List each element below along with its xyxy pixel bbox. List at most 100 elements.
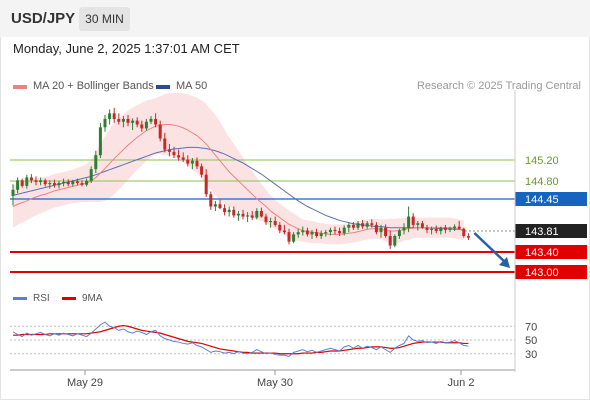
- candle-body: [71, 181, 75, 185]
- copyright-text: Research © 2025 Trading Central: [416, 80, 581, 92]
- candle-body: [342, 227, 346, 234]
- candle: [269, 217, 273, 228]
- candle-body: [57, 183, 61, 186]
- candle-body: [89, 169, 93, 181]
- candle: [439, 226, 443, 235]
- candle: [453, 224, 457, 232]
- candle: [310, 229, 314, 239]
- candle-body: [85, 180, 89, 185]
- candle-body: [365, 223, 369, 227]
- candle: [48, 180, 52, 189]
- rsi-legend-label: RSI: [33, 293, 50, 304]
- candle-body: [384, 227, 388, 237]
- candle-body: [186, 159, 190, 164]
- level-label-bg-143.40: [515, 245, 587, 259]
- candle-body: [25, 177, 29, 186]
- candle: [218, 199, 222, 210]
- candle-body: [310, 232, 314, 235]
- candle: [315, 228, 319, 238]
- candle: [361, 219, 365, 229]
- ma20-legend-label: MA 20 + Bollinger Bands: [33, 80, 154, 92]
- candle: [259, 207, 263, 218]
- candle: [351, 222, 355, 230]
- bollinger-band: [13, 92, 464, 245]
- candle-body: [80, 183, 84, 185]
- candle-body: [163, 138, 167, 150]
- candle-body: [103, 118, 107, 128]
- candle: [108, 109, 112, 125]
- currency-pair-title: USD/JPY: [11, 10, 76, 27]
- candle: [140, 120, 144, 132]
- candle: [466, 233, 470, 240]
- candle: [126, 115, 130, 127]
- candle: [89, 166, 93, 184]
- forecast-arrow-shaft: [473, 232, 507, 264]
- candle-body: [213, 204, 217, 207]
- candle: [342, 225, 346, 236]
- candle-body: [379, 227, 383, 233]
- candle-body: [301, 230, 305, 233]
- candle-body: [264, 216, 268, 223]
- timeframe-badge[interactable]: 30 MIN: [79, 7, 130, 31]
- candle: [305, 227, 309, 237]
- candle: [149, 116, 153, 124]
- candle: [365, 221, 369, 229]
- candle: [227, 206, 231, 217]
- ma50-legend-swatch: [156, 85, 170, 89]
- chart-datetime: Monday, June 2, 2025 1:37:01 AM CET: [13, 41, 240, 56]
- ma9-legend-label: 9MA: [82, 293, 103, 304]
- last-price-label: 143.81: [525, 226, 559, 238]
- level-label-bg-143.81: [515, 224, 587, 238]
- candle-body: [29, 177, 33, 181]
- ma50-line: [12, 146, 464, 231]
- candle-body: [416, 223, 420, 225]
- candle: [181, 152, 185, 162]
- candle-body: [144, 121, 148, 129]
- candle: [213, 200, 217, 211]
- candle: [292, 232, 296, 244]
- candle: [420, 221, 424, 229]
- candle: [163, 132, 167, 153]
- candle: [11, 184, 15, 206]
- candle-body: [425, 227, 429, 230]
- forecast-arrow-head: [499, 257, 510, 268]
- ma9-line: [13, 324, 469, 355]
- candle-body: [167, 149, 171, 152]
- candle-body: [241, 213, 245, 217]
- candle-body: [117, 118, 121, 122]
- candle: [236, 210, 240, 221]
- candle-body: [126, 118, 130, 123]
- candle: [75, 178, 79, 186]
- x-tick-label: May 30: [257, 377, 293, 389]
- candle: [232, 206, 236, 218]
- candle: [204, 169, 208, 198]
- candle: [98, 122, 102, 158]
- candle: [347, 223, 351, 233]
- candle-body: [324, 232, 328, 234]
- candle: [52, 179, 56, 188]
- candle-body: [333, 229, 337, 232]
- candle: [80, 180, 84, 187]
- candle: [443, 224, 447, 234]
- candle: [324, 229, 328, 237]
- candle-body: [48, 183, 52, 185]
- candle-body: [420, 223, 424, 228]
- candle-body: [282, 230, 286, 233]
- candle-body: [273, 221, 277, 225]
- level-label-bg-144.45: [515, 192, 587, 206]
- candle: [255, 208, 259, 220]
- candle: [94, 150, 98, 174]
- candle-body: [121, 118, 125, 122]
- candle-body: [319, 233, 323, 237]
- candle: [103, 115, 107, 132]
- candle-body: [190, 160, 194, 164]
- candle: [338, 227, 342, 237]
- candle-body: [411, 216, 415, 225]
- candle: [241, 209, 245, 220]
- candle: [356, 221, 360, 230]
- ma50-legend-label: MA 50: [176, 80, 208, 92]
- candle-body: [131, 120, 135, 123]
- rsi-legend-swatch: [13, 297, 27, 300]
- candle-body: [305, 230, 309, 235]
